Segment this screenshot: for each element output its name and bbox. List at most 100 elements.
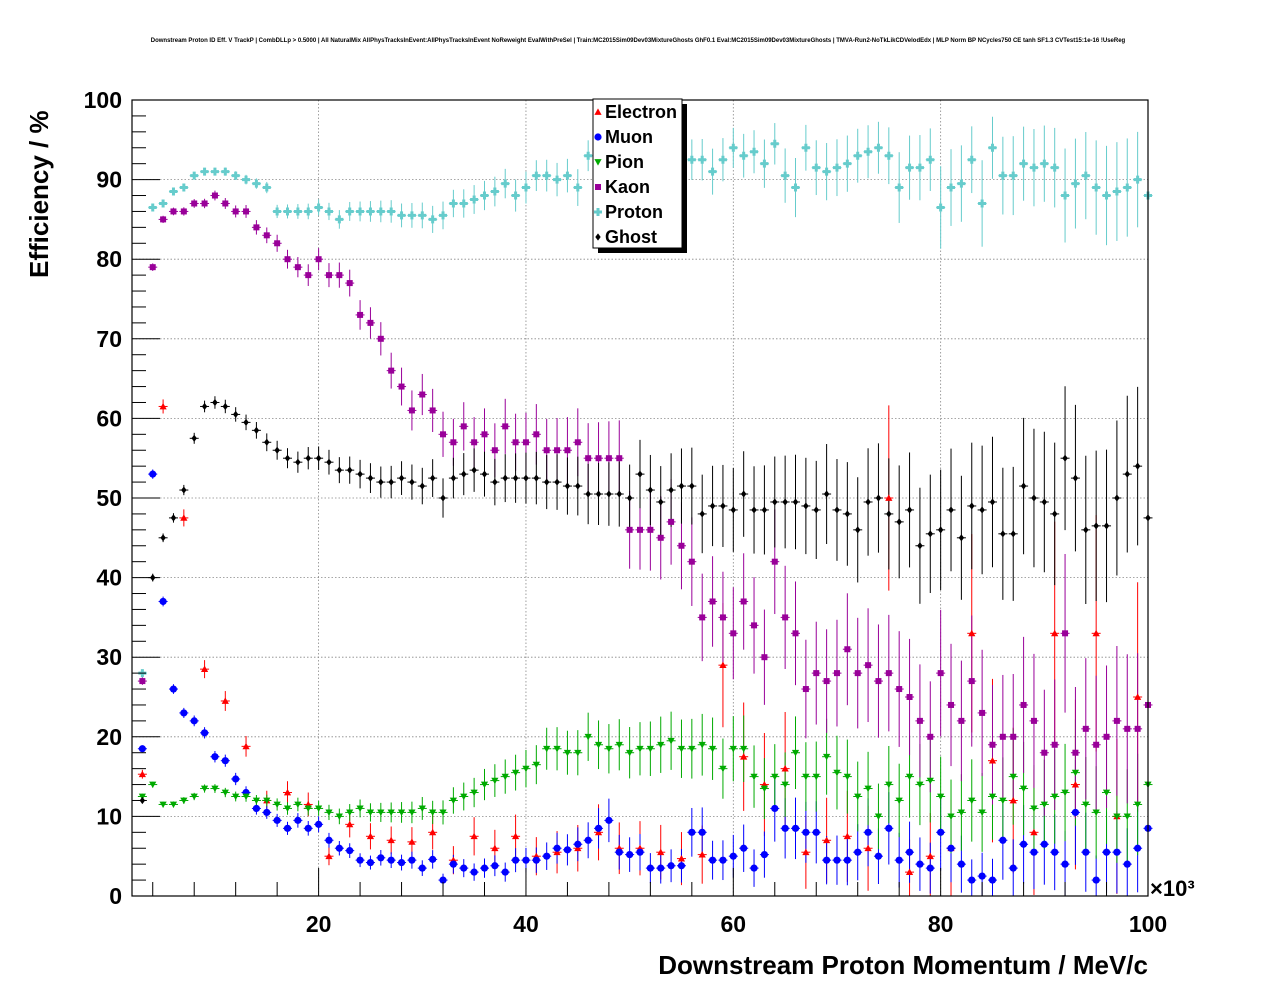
data-point-kaon: [647, 526, 654, 533]
data-point-proton: [553, 175, 562, 184]
data-point-muon: [449, 860, 457, 868]
data-point-kaon: [346, 280, 353, 287]
legend-marker-proton: [594, 208, 602, 216]
data-point-muon: [387, 856, 395, 864]
data-point-pion: [740, 745, 748, 753]
data-point-pion: [895, 797, 903, 805]
data-point-electron: [180, 514, 188, 521]
data-point-kaon: [1062, 630, 1069, 637]
data-point-kaon: [232, 208, 239, 215]
data-point-kaon: [543, 447, 550, 454]
data-point-proton: [356, 207, 365, 216]
data-point-electron: [719, 661, 727, 669]
data-point-electron: [553, 848, 561, 856]
data-point-muon: [501, 868, 509, 876]
data-point-ghost: [678, 482, 685, 490]
legend-label-kaon: Kaon: [605, 177, 650, 197]
data-point-ghost: [1000, 530, 1006, 538]
data-point-ghost: [170, 514, 177, 522]
data-point-proton: [231, 171, 240, 180]
data-point-muon: [1061, 860, 1069, 868]
data-point-pion: [646, 745, 654, 753]
data-point-ghost: [191, 434, 197, 442]
data-point-muon: [574, 840, 582, 848]
data-point-kaon: [740, 598, 747, 605]
data-point-proton: [729, 143, 738, 152]
data-point-kaon: [574, 439, 581, 446]
data-point-kaon: [865, 662, 872, 669]
data-point-ghost: [253, 426, 260, 434]
data-point-kaon: [1041, 749, 1048, 756]
data-point-pion: [263, 797, 271, 805]
data-point-muon: [315, 820, 323, 828]
data-point-proton: [293, 207, 302, 216]
data-point-muon: [895, 856, 903, 864]
data-point-pion: [387, 809, 395, 817]
data-point-ghost: [554, 478, 560, 486]
data-point-muon: [657, 864, 665, 872]
data-point-muon: [491, 862, 499, 870]
data-point-proton: [428, 215, 437, 224]
data-point-pion: [138, 793, 146, 801]
data-point-ghost: [440, 494, 446, 502]
data-point-kaon: [512, 439, 519, 446]
data-point-electron: [1092, 629, 1100, 637]
data-point-kaon: [263, 232, 270, 239]
data-point-ghost: [1093, 522, 1099, 530]
data-point-muon: [791, 824, 800, 832]
data-point-muon: [1019, 840, 1028, 848]
data-point-ghost: [834, 506, 840, 514]
legend-marker-ghost: [595, 233, 601, 241]
x-axis-title: Downstream Proton Momentum / MeV/c: [658, 950, 1148, 980]
data-point-electron: [905, 868, 914, 875]
data-point-ghost: [160, 534, 166, 542]
data-point-ghost: [1062, 454, 1068, 462]
data-point-pion: [1040, 801, 1048, 809]
data-point-kaon: [481, 431, 488, 438]
data-point-electron: [781, 765, 789, 772]
data-point-pion: [335, 813, 343, 820]
data-point-kaon: [377, 335, 384, 342]
data-point-kaon: [948, 701, 955, 708]
data-point-electron: [677, 854, 686, 862]
data-point-proton: [490, 187, 499, 196]
data-point-muon: [346, 847, 354, 855]
data-point-kaon: [792, 630, 799, 637]
data-point-ghost: [481, 470, 488, 478]
data-point-kaon: [709, 598, 716, 605]
data-point-kaon: [989, 741, 996, 748]
legend-marker-pion: [594, 159, 602, 166]
data-point-pion: [418, 805, 426, 813]
data-point-electron: [1134, 693, 1142, 700]
data-point-ghost: [1020, 482, 1027, 490]
data-point-muon: [1102, 848, 1111, 856]
data-point-muon: [252, 804, 261, 813]
data-point-muon: [926, 864, 934, 872]
data-point-ghost: [336, 466, 343, 474]
data-point-ghost: [1051, 510, 1058, 518]
legend-marker-kaon: [595, 184, 601, 190]
data-point-muon: [1040, 840, 1048, 848]
data-point-proton: [1019, 159, 1028, 168]
data-point-pion: [657, 741, 665, 749]
data-point-ghost: [1083, 526, 1089, 534]
data-point-pion: [563, 749, 572, 757]
data-point-electron: [242, 742, 250, 750]
data-point-proton: [283, 207, 292, 216]
data-point-electron: [594, 828, 603, 836]
data-point-pion: [1009, 773, 1017, 781]
data-point-proton: [210, 167, 219, 176]
data-point-ghost: [979, 506, 985, 514]
data-point-ghost: [927, 530, 933, 538]
data-point-kaon: [968, 678, 975, 685]
data-point-proton: [459, 199, 468, 208]
data-point-electron: [1071, 780, 1080, 788]
data-point-muon: [833, 856, 841, 864]
data-point-proton: [750, 147, 759, 156]
data-point-proton: [532, 171, 541, 180]
data-point-muon: [823, 856, 831, 864]
x-tick-label: 20: [306, 911, 332, 937]
data-point-electron: [988, 757, 997, 764]
legend: Electron Muon Pion Kaon Proton Ghost: [592, 98, 687, 253]
